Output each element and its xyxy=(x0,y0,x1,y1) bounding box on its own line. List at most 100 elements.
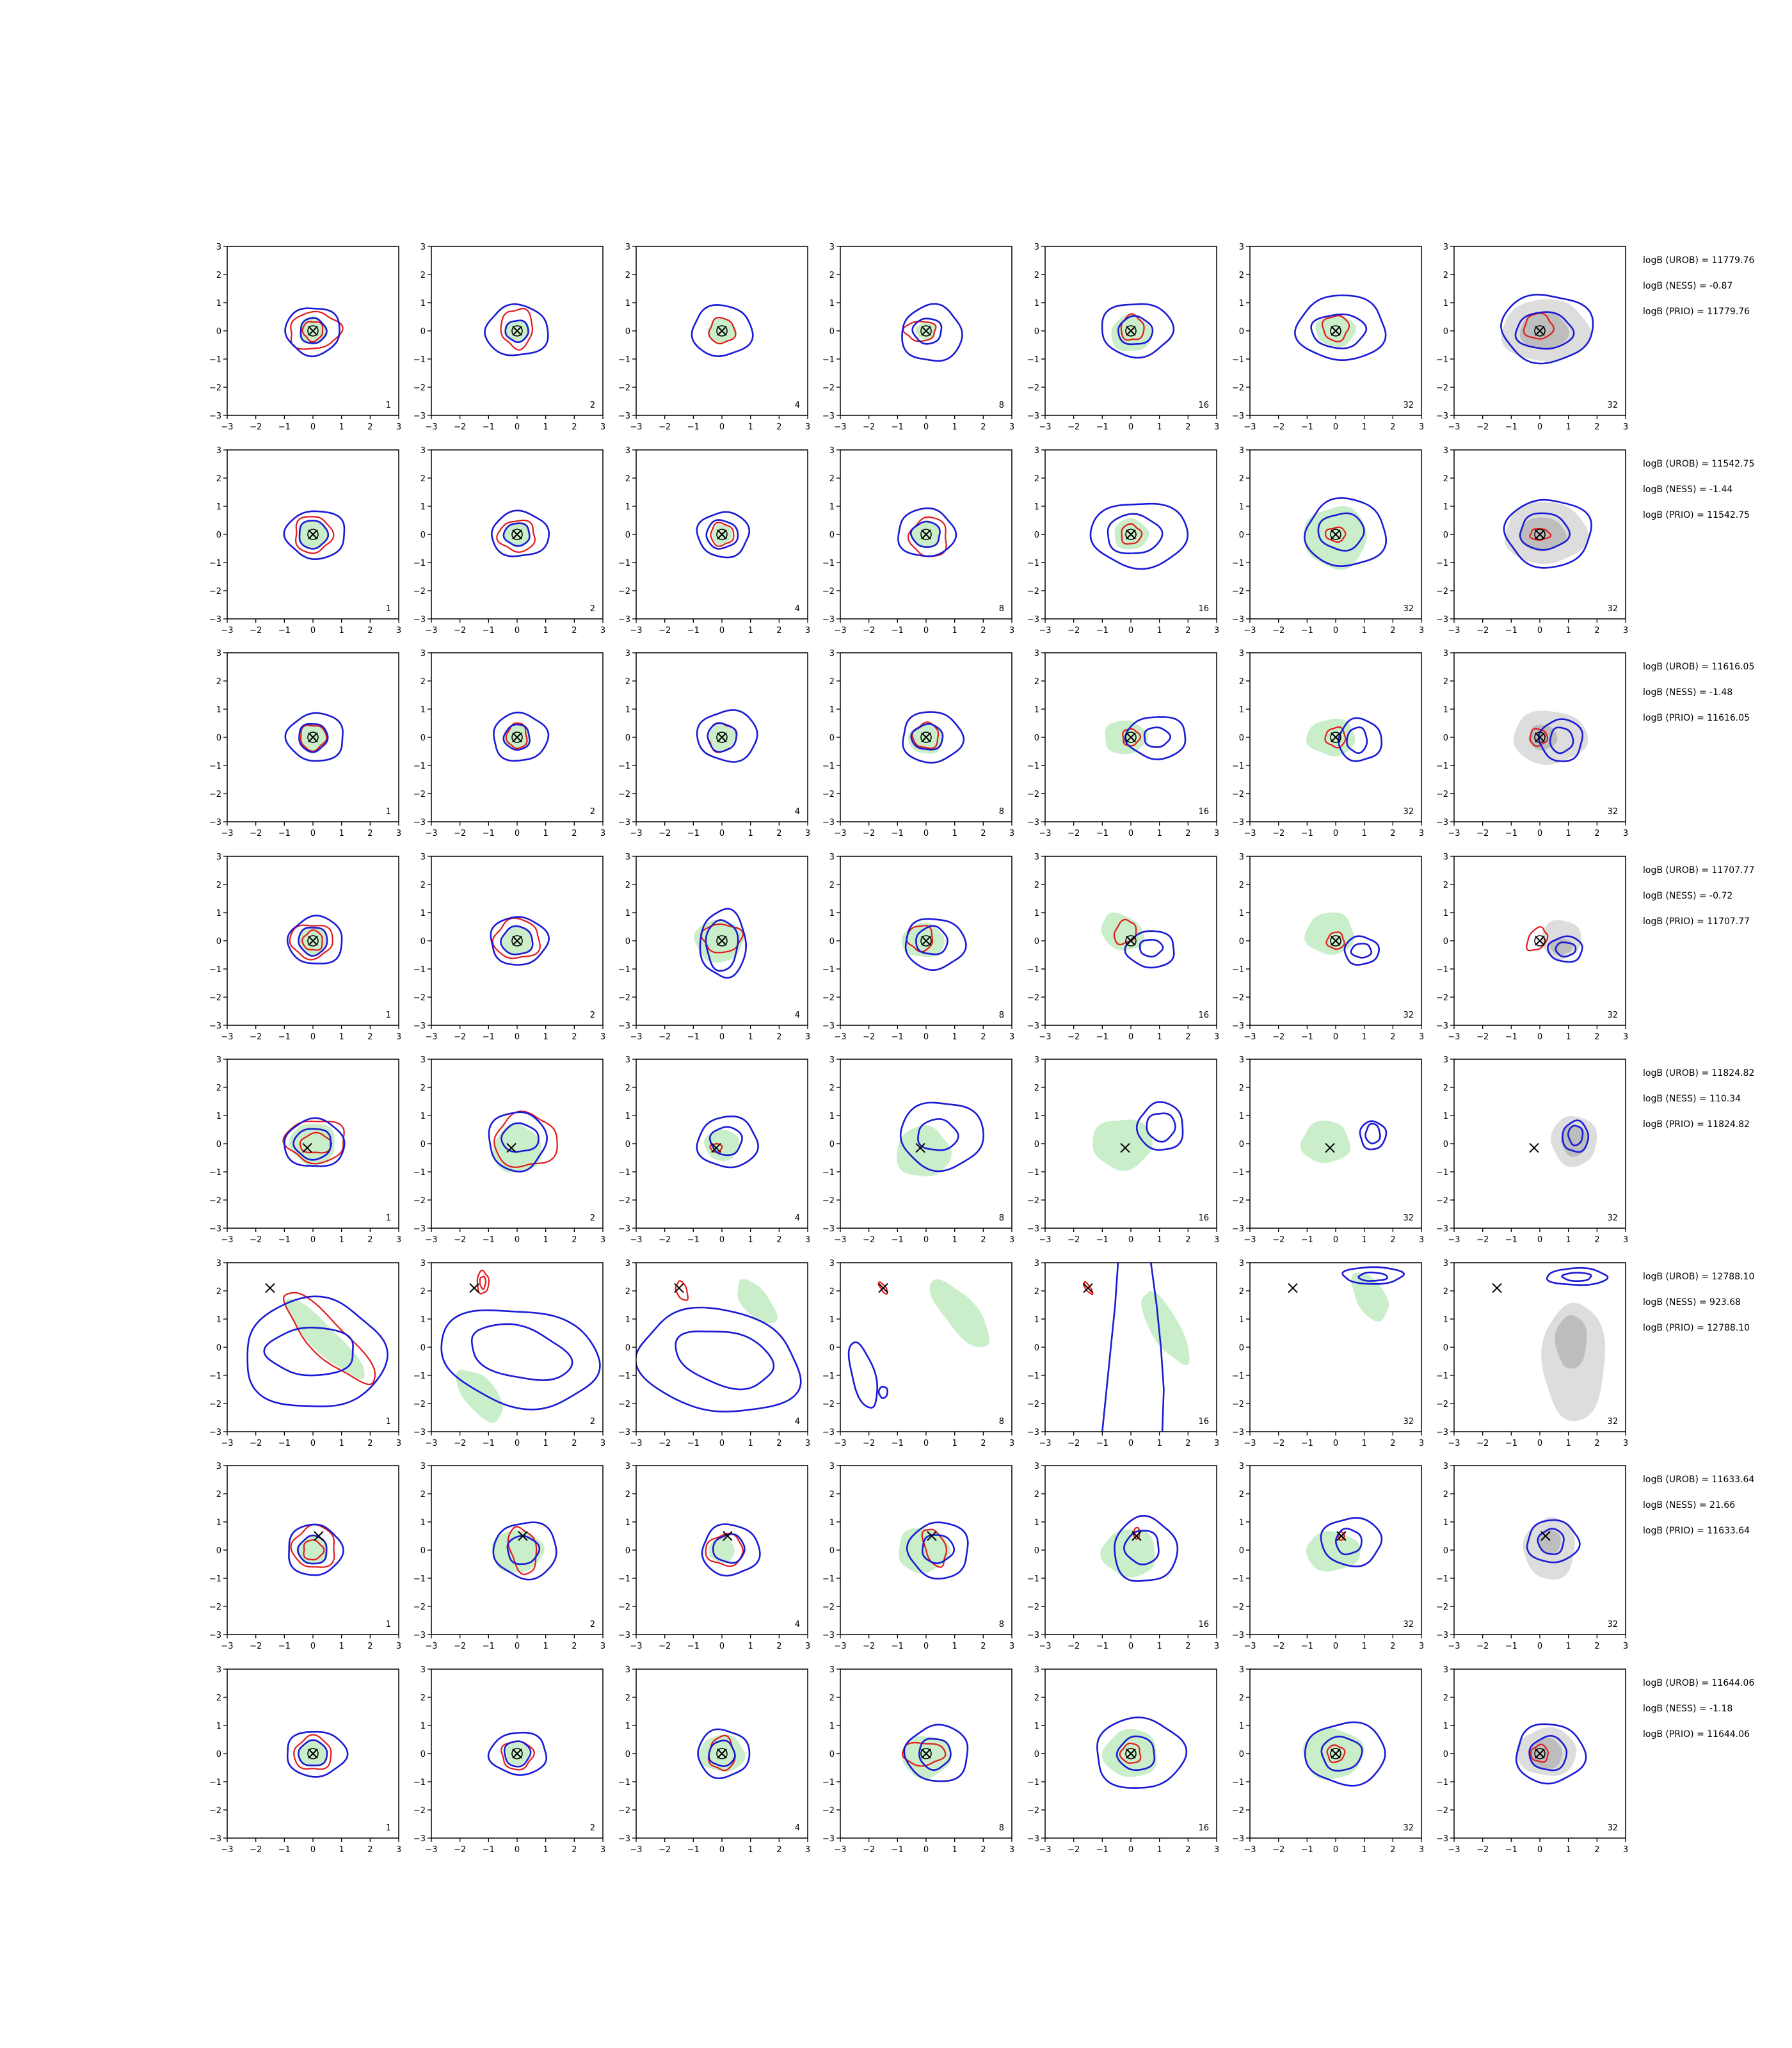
y-tick-label: 2 xyxy=(829,1287,835,1297)
blue-contour xyxy=(1123,1530,1160,1565)
x-tick-label: 1 xyxy=(543,1439,548,1448)
y-tick-label: −3 xyxy=(618,412,630,421)
y-tick-label: 0 xyxy=(216,1750,221,1759)
panel-column-label: 2 xyxy=(590,1620,595,1629)
x-tick-label: 2 xyxy=(1594,1032,1599,1042)
x-tick-label: 2 xyxy=(1594,1439,1599,1448)
plot-area xyxy=(697,1728,751,1780)
panel-column-label: 32 xyxy=(1607,1011,1618,1020)
blue-contour xyxy=(696,709,758,763)
x-tick-label: −3 xyxy=(221,1032,233,1042)
panel-column-label: 16 xyxy=(1198,1213,1209,1223)
y-tick-label: 0 xyxy=(625,1546,630,1556)
y-tick-label: −3 xyxy=(1232,615,1244,625)
x-tick-label: 2 xyxy=(572,1235,577,1245)
x-tick-label: 0 xyxy=(1333,829,1338,838)
logB-stat: logB (NESS) = -1.18 xyxy=(1643,1704,1732,1714)
x-tick-label: 1 xyxy=(1157,829,1162,838)
y-tick-label: 1 xyxy=(420,502,426,512)
y-tick-label: −3 xyxy=(1436,1021,1448,1031)
blue-contour xyxy=(263,1326,354,1377)
panel-column-label: 32 xyxy=(1607,1620,1618,1629)
panel-r7-c3: −3 −2 −1 0 1 2 3 −3 −2 −1 0 1 2 3 4 xyxy=(618,1462,810,1651)
panel-r8-c6: −3 −2 −1 0 1 2 3 −3 −2 −1 0 1 2 3 32 xyxy=(1232,1665,1424,1855)
y-tick-label: −3 xyxy=(1027,1428,1039,1437)
x-tick-label: −2 xyxy=(250,829,262,838)
y-tick-label: 2 xyxy=(625,1693,630,1703)
true-value-marker xyxy=(723,1531,733,1541)
y-tick-label: −2 xyxy=(1232,1196,1244,1206)
y-tick-label: 1 xyxy=(420,1315,426,1325)
marker-circle xyxy=(920,325,932,337)
y-tick-label: −3 xyxy=(1436,1834,1448,1844)
y-tick-label: 1 xyxy=(216,1518,221,1528)
x-tick-label: 2 xyxy=(572,422,577,432)
green-density xyxy=(284,1299,365,1379)
red-contour xyxy=(290,1524,335,1568)
x-tick-label: −2 xyxy=(1068,1235,1080,1245)
panel-column-label: 4 xyxy=(795,1011,800,1020)
x-tick-label: 0 xyxy=(1537,1845,1542,1855)
true-value-marker xyxy=(1083,1283,1093,1293)
red-contour xyxy=(1526,926,1549,952)
y-tick-label: 0 xyxy=(1034,1140,1039,1149)
y-tick-label: 1 xyxy=(625,299,630,308)
y-tick-label: 0 xyxy=(216,1140,221,1149)
x-tick-label: −1 xyxy=(687,1439,700,1448)
plot-area xyxy=(696,709,758,763)
y-tick-label: −2 xyxy=(618,993,630,1003)
y-tick-label: 3 xyxy=(1239,649,1244,659)
y-tick-label: −2 xyxy=(1232,1400,1244,1409)
y-tick-label: 3 xyxy=(1443,852,1448,862)
red-contour xyxy=(1530,1743,1549,1763)
x-tick-label: −3 xyxy=(1244,829,1256,838)
y-tick-label: 3 xyxy=(420,1462,426,1471)
red-contour xyxy=(675,1280,689,1301)
x-tick-label: −2 xyxy=(1068,829,1080,838)
x-tick-label: 3 xyxy=(1623,626,1628,636)
y-tick-label: 2 xyxy=(1239,1287,1244,1297)
y-tick-label: 2 xyxy=(420,881,426,890)
panel-column-label: 8 xyxy=(999,1213,1004,1223)
blue-contour xyxy=(1515,1723,1587,1785)
y-tick-label: −2 xyxy=(1436,790,1448,799)
y-tick-label: −2 xyxy=(413,1400,426,1409)
plot-area xyxy=(696,1115,760,1169)
plot-area xyxy=(696,511,751,559)
y-tick-label: 3 xyxy=(216,446,221,456)
logB-stat: logB (NESS) = -1.44 xyxy=(1643,484,1732,495)
y-tick-label: 3 xyxy=(420,1055,426,1065)
y-tick-label: 3 xyxy=(625,446,630,456)
x-tick-label: 2 xyxy=(980,829,986,838)
x-tick-label: −3 xyxy=(425,1235,437,1245)
true-value-marker xyxy=(717,529,727,540)
x-tick-label: 0 xyxy=(1128,1032,1133,1042)
panel-column-label: 32 xyxy=(1403,1823,1414,1833)
plot-area xyxy=(484,303,549,356)
red-contour xyxy=(301,929,323,951)
panel-column-label: 2 xyxy=(590,1011,595,1020)
plot-area xyxy=(1101,912,1175,969)
x-tick-label: 3 xyxy=(805,422,810,432)
true-value-marker xyxy=(1132,1531,1142,1541)
plot-area xyxy=(1515,1723,1587,1785)
plot-area xyxy=(701,1523,761,1577)
blue-contour xyxy=(1320,1736,1363,1772)
x-tick-label: −2 xyxy=(1068,1439,1080,1448)
gray-density-core xyxy=(1520,517,1567,552)
x-tick-label: −1 xyxy=(483,422,495,432)
true-value-marker xyxy=(512,529,522,540)
plot-area xyxy=(288,1523,344,1576)
panel-r1-c5: −3 −2 −1 0 1 2 3 −3 −2 −1 0 1 2 3 16 xyxy=(1027,243,1219,432)
y-tick-label: 3 xyxy=(1239,1259,1244,1268)
x-tick-label: 3 xyxy=(600,1235,605,1245)
blue-contour xyxy=(288,1523,344,1576)
x-tick-label: 3 xyxy=(1623,1845,1628,1855)
panel-r3-c2: −3 −2 −1 0 1 2 3 −3 −2 −1 0 1 2 3 2 xyxy=(413,649,605,838)
x-tick-label: −1 xyxy=(483,626,495,636)
y-tick-label: 1 xyxy=(420,909,426,918)
x-tick-label: 0 xyxy=(924,1032,929,1042)
blue-contour xyxy=(1346,726,1368,755)
panel-column-label: 1 xyxy=(386,1213,391,1223)
x-tick-label: 2 xyxy=(980,1642,986,1651)
